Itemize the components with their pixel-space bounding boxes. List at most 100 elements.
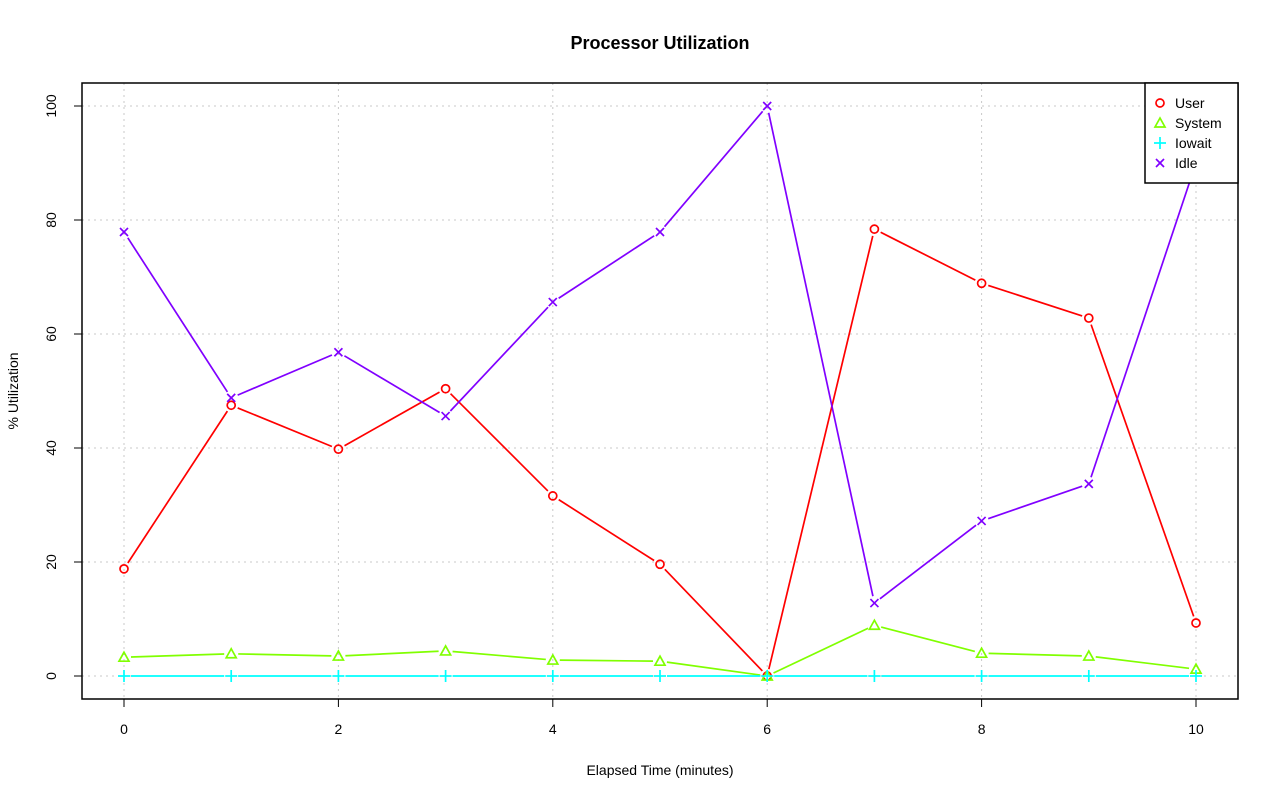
series-segment <box>1095 656 1190 670</box>
y-tick-label: 80 <box>43 212 59 228</box>
series-segment <box>879 524 977 600</box>
data-point <box>1082 670 1095 682</box>
data-point <box>548 297 558 307</box>
data-point <box>546 653 560 665</box>
data-point <box>333 444 344 454</box>
x-axis: 0 2 4 6 8 10 <box>120 699 1204 737</box>
series-segment <box>130 653 225 658</box>
y-tick-label: 100 <box>43 94 59 118</box>
data-point <box>975 646 989 659</box>
data-point <box>976 516 987 526</box>
data-point <box>332 670 345 682</box>
series-segment <box>988 652 1082 657</box>
data-point <box>869 598 880 608</box>
legend-marker-idle <box>1155 158 1165 168</box>
data-point <box>226 400 237 411</box>
series-segment <box>449 393 549 492</box>
series-segment <box>1090 324 1195 617</box>
x-tick-label: 2 <box>335 721 343 737</box>
series-segment <box>880 231 976 281</box>
data-point <box>119 227 129 237</box>
data-point <box>653 654 667 667</box>
series-segment <box>767 112 874 597</box>
data-point <box>762 101 772 111</box>
data-point <box>439 644 453 656</box>
series-segment <box>344 391 440 447</box>
data-point <box>117 650 131 663</box>
legend-marker-system <box>1153 116 1167 128</box>
data-point <box>655 559 665 570</box>
x-tick-label: 6 <box>763 721 771 737</box>
series-system <box>117 618 1203 681</box>
data-point <box>867 618 881 631</box>
legend-marker-iowait <box>1154 137 1166 149</box>
y-tick-label: 40 <box>43 440 59 456</box>
data-point <box>331 649 345 661</box>
series-iowait <box>118 670 1202 682</box>
series-segment <box>559 659 654 662</box>
data-point <box>1082 649 1096 661</box>
series-segment <box>666 661 761 676</box>
series-segment <box>987 284 1083 317</box>
data-point <box>439 670 452 682</box>
data-point <box>225 670 238 682</box>
series-segment <box>663 110 764 228</box>
legend-label: User <box>1175 95 1205 111</box>
series-segment <box>664 568 763 672</box>
chart-title: Processor Utilization <box>570 33 749 53</box>
legend-marker-user <box>1155 98 1165 108</box>
y-axis: 0 20 40 60 80 100 <box>43 94 82 680</box>
data-point <box>1191 618 1201 628</box>
data-point <box>654 670 666 682</box>
data-point <box>868 670 881 682</box>
data-point <box>655 227 665 237</box>
grid <box>82 83 1238 699</box>
series-segment <box>558 498 655 562</box>
legend-label: Iowait <box>1175 135 1212 151</box>
series-segment <box>558 235 655 299</box>
data-point <box>976 278 987 289</box>
series-idle <box>119 101 1201 608</box>
series-segment <box>345 650 439 657</box>
plot-frame <box>81 82 1239 700</box>
series-segment <box>238 653 332 657</box>
data-point <box>226 393 236 403</box>
series-segment <box>773 627 869 674</box>
legend: User System Iowait Idle <box>1144 82 1239 184</box>
series-segment <box>127 410 229 564</box>
legend-label: System <box>1175 115 1222 131</box>
x-tick-label: 4 <box>549 721 557 737</box>
data-point <box>1190 670 1202 682</box>
data-point <box>1084 479 1094 489</box>
series-layer <box>117 101 1203 682</box>
data-point <box>224 647 238 659</box>
data-point <box>1083 313 1094 323</box>
x-tick-label: 8 <box>978 721 986 737</box>
series-segment <box>237 354 333 396</box>
data-point <box>546 670 559 682</box>
legend-label: Idle <box>1175 155 1198 171</box>
data-point <box>547 491 558 501</box>
y-tick-label: 20 <box>43 554 59 570</box>
series-segment <box>343 355 441 414</box>
data-point <box>118 670 130 682</box>
series-segment <box>768 235 874 670</box>
data-point <box>761 670 774 682</box>
series-segment <box>237 407 333 448</box>
y-tick-label: 60 <box>43 326 59 342</box>
y-tick-label: 0 <box>43 672 59 680</box>
x-tick-label: 10 <box>1188 721 1204 737</box>
series-segment <box>449 306 549 412</box>
x-tick-label: 0 <box>120 721 128 737</box>
data-point <box>440 383 451 394</box>
y-axis-label: % Utilization <box>5 352 21 429</box>
series-segment <box>452 650 546 661</box>
data-point <box>869 224 880 234</box>
series-user <box>119 224 1201 681</box>
series-segment <box>1090 169 1195 478</box>
x-axis-label: Elapsed Time (minutes) <box>586 762 733 778</box>
data-point <box>333 347 344 357</box>
series-segment <box>987 485 1083 520</box>
series-segment <box>880 626 976 653</box>
